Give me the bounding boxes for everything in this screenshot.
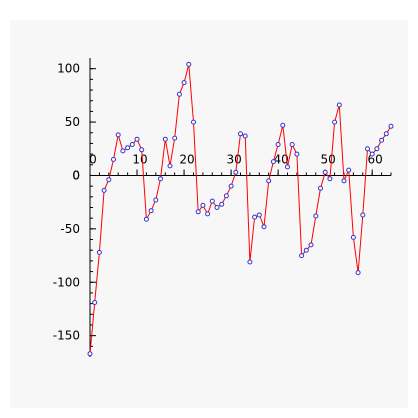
data-point — [111, 156, 116, 162]
data-point — [96, 249, 102, 255]
data-point — [139, 147, 145, 153]
y-tick-label: 0 — [72, 168, 80, 182]
data-point — [195, 209, 201, 215]
data-point — [285, 164, 290, 170]
x-tick-label: 20 — [179, 152, 194, 166]
data-point — [355, 270, 361, 276]
data-point — [275, 142, 281, 147]
data-point — [303, 247, 309, 253]
y-tick-label: 100 — [57, 62, 80, 76]
data-point — [308, 242, 314, 248]
data-point — [261, 224, 267, 230]
data-point — [129, 142, 135, 147]
data-point — [87, 351, 93, 357]
data-point — [181, 80, 187, 86]
data-point — [176, 91, 182, 97]
data-point — [270, 159, 276, 165]
data-point — [92, 300, 98, 305]
x-tick-label: 0 — [89, 152, 97, 166]
data-point — [186, 61, 192, 67]
y-tick-label: -50 — [60, 222, 80, 236]
data-point — [294, 151, 300, 157]
data-point — [191, 119, 196, 125]
data-point — [167, 163, 173, 169]
data-point — [143, 216, 149, 222]
data-point — [238, 131, 243, 137]
data-point — [266, 178, 272, 184]
data-point — [280, 122, 286, 128]
data-point — [219, 201, 225, 207]
axes — [89, 58, 391, 357]
data-point — [153, 197, 159, 203]
data-point — [134, 136, 140, 142]
data-point — [379, 137, 385, 143]
data-point — [228, 183, 234, 189]
data-point — [209, 198, 215, 204]
data-point — [369, 151, 375, 157]
data-point — [125, 145, 131, 151]
y-tick-label: -100 — [53, 275, 80, 289]
data-point — [223, 193, 229, 199]
data-point — [158, 176, 163, 182]
data-point — [360, 212, 366, 218]
data-point — [247, 259, 253, 265]
data-point — [346, 167, 352, 173]
data-point — [106, 177, 112, 183]
data-point — [172, 135, 178, 141]
data-point — [336, 102, 342, 108]
data-point — [341, 178, 347, 184]
x-tick-label: 50 — [321, 152, 336, 166]
y-tick-label: 50 — [65, 115, 80, 129]
x-tick-label: 30 — [226, 152, 241, 166]
x-tick-label: 10 — [132, 152, 147, 166]
data-points — [87, 61, 394, 357]
data-point — [214, 205, 220, 210]
data-point — [242, 133, 248, 139]
series-line — [89, 64, 392, 354]
data-point — [233, 169, 239, 175]
data-point — [374, 146, 380, 152]
data-point — [289, 142, 295, 147]
data-point — [148, 208, 154, 214]
data-point — [162, 136, 168, 142]
data-point — [327, 176, 333, 182]
data-point — [101, 187, 107, 193]
data-point — [332, 119, 338, 125]
y-tick-label: 0 — [72, 168, 80, 182]
data-point — [383, 131, 389, 137]
data-point — [256, 212, 262, 218]
data-point — [322, 169, 328, 175]
plot-background: 0 10 20 30 40 50 60 -150 -100 -50 0 50 100 0 — [10, 20, 408, 408]
data-point — [205, 211, 211, 217]
data-point — [252, 214, 258, 220]
y-tick-label: -150 — [53, 329, 80, 343]
data-point — [299, 253, 305, 259]
data-point — [365, 146, 370, 152]
data-point — [318, 185, 323, 191]
data-point — [115, 132, 121, 138]
data-point — [200, 202, 206, 208]
data-point — [350, 234, 356, 240]
data-point — [120, 148, 126, 154]
data-point — [388, 123, 394, 129]
data-point — [313, 213, 319, 219]
x-tick-label: 40 — [273, 152, 288, 166]
